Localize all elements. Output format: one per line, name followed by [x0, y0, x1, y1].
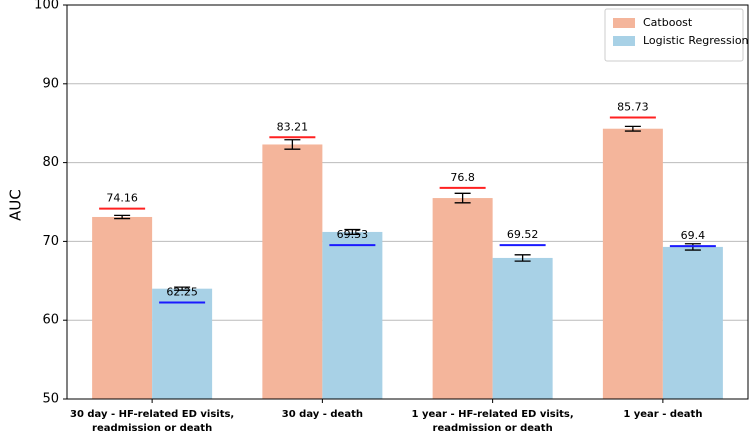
bar [322, 231, 383, 399]
x-tick-label: 30 day - HF-related ED visits, [70, 409, 234, 420]
x-tick-label: 30 day - death [282, 409, 363, 420]
bar [662, 246, 723, 399]
reference-label: 83.21 [277, 120, 309, 133]
y-tick-label: 60 [42, 313, 59, 328]
y-tick-label: 100 [34, 0, 59, 13]
x-tick-label: readmission or death [433, 423, 553, 431]
y-tick-label: 80 [42, 155, 59, 170]
bar [432, 198, 493, 399]
x-tick-label: readmission or death [92, 423, 212, 431]
legend-label: Catboost [643, 16, 693, 29]
y-axis-label: AUC [7, 189, 25, 221]
x-tick-label: 1 year - death [623, 409, 702, 420]
error-bar [514, 254, 531, 262]
y-tick-label: 90 [42, 76, 59, 91]
error-bar [624, 125, 641, 132]
bar [262, 144, 323, 399]
reference-label: 62.25 [166, 285, 198, 298]
legend-box [604, 8, 744, 62]
error-bar [344, 228, 361, 235]
error-bar [454, 192, 471, 204]
reference-label: 76.8 [450, 171, 475, 184]
error-bar [114, 214, 131, 220]
legend-swatch [613, 36, 635, 46]
plot-frame [66, 4, 749, 400]
legend-swatch [613, 18, 635, 28]
y-tick-label: 50 [42, 392, 59, 407]
reference-label: 69.53 [337, 228, 369, 241]
bar [492, 257, 553, 399]
legend-label: Logistic Regression [643, 34, 749, 47]
reference-label: 69.4 [681, 229, 706, 242]
reference-label: 74.16 [106, 192, 138, 205]
bar [602, 128, 663, 399]
bar [92, 216, 153, 399]
reference-label: 85.73 [617, 100, 649, 113]
y-tick-label: 70 [42, 234, 59, 249]
error-bar [284, 139, 301, 150]
x-tick-label: 1 year - HF-related ED visits, [412, 409, 574, 420]
error-bar [174, 286, 191, 291]
bar [152, 288, 213, 399]
reference-label: 69.52 [507, 228, 539, 241]
